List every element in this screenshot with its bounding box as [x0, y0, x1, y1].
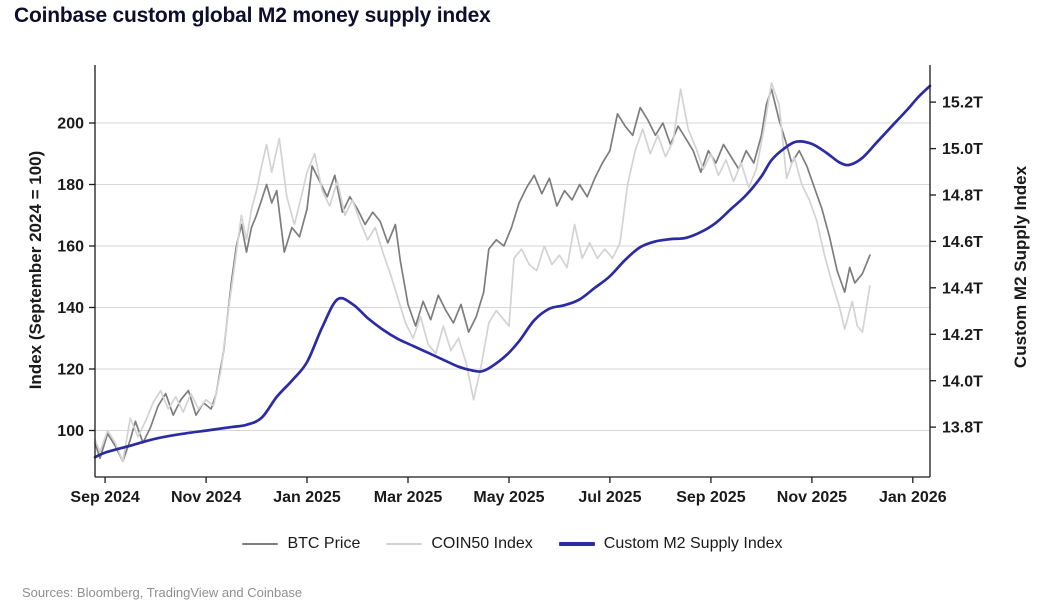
- legend: BTC Price COIN50 Index Custom M2 Supply In…: [95, 535, 930, 553]
- chart-title: Coinbase custom global M2 money supply i…: [14, 4, 491, 27]
- legend-label: BTC Price: [287, 535, 361, 552]
- svg-text:180: 180: [57, 177, 84, 194]
- source-note: Sources: Bloomberg, TradingView and Coin…: [22, 585, 303, 600]
- svg-text:160: 160: [57, 239, 84, 256]
- svg-text:100: 100: [57, 423, 84, 440]
- legend-line-swatch: [558, 542, 595, 546]
- legend-line-swatch: [242, 542, 279, 546]
- legend-item: COIN50 Index: [386, 535, 533, 553]
- svg-text:Sep 2024: Sep 2024: [70, 489, 139, 506]
- svg-text:Jan 2025: Jan 2025: [273, 489, 341, 506]
- svg-text:120: 120: [57, 362, 84, 379]
- svg-text:14.2T: 14.2T: [942, 327, 983, 344]
- svg-text:Mar 2025: Mar 2025: [374, 489, 443, 506]
- svg-text:200: 200: [57, 116, 84, 133]
- legend-label: Custom M2 Supply Index: [603, 535, 783, 552]
- svg-text:14.8T: 14.8T: [942, 188, 983, 205]
- svg-text:14.4T: 14.4T: [942, 280, 983, 297]
- svg-text:Nov 2024: Nov 2024: [171, 489, 241, 506]
- legend-line-swatch: [386, 542, 423, 546]
- legend-label: COIN50 Index: [431, 535, 533, 552]
- series-line: [94, 88, 871, 463]
- svg-text:May 2025: May 2025: [473, 489, 544, 506]
- svg-text:15.2T: 15.2T: [942, 95, 983, 112]
- svg-text:Jul 2025: Jul 2025: [578, 489, 641, 506]
- legend-item: Custom M2 Supply Index: [558, 535, 783, 553]
- svg-text:Jan 2026: Jan 2026: [879, 489, 947, 506]
- svg-text:140: 140: [57, 300, 84, 317]
- svg-text:Nov 2025: Nov 2025: [777, 489, 847, 506]
- svg-text:14.6T: 14.6T: [942, 234, 983, 251]
- legend-item: BTC Price: [242, 535, 360, 553]
- svg-text:13.8T: 13.8T: [942, 420, 983, 437]
- svg-text:15.0T: 15.0T: [942, 141, 983, 158]
- series-line: [93, 84, 932, 459]
- svg-text:Sep 2025: Sep 2025: [676, 489, 745, 506]
- series-line: [94, 82, 871, 463]
- svg-text:14.0T: 14.0T: [942, 373, 983, 390]
